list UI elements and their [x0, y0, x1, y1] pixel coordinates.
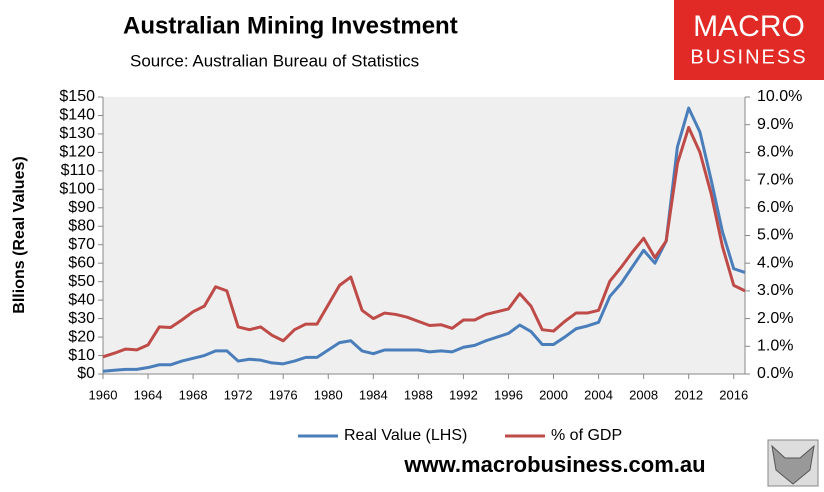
y2-tick-label: 5.0%: [757, 227, 793, 244]
y-tick-label: $60: [68, 254, 95, 271]
y2-tick-label: 9.0%: [757, 116, 793, 133]
x-tick-label: 1968: [179, 387, 208, 402]
x-tick-label: 1972: [224, 387, 253, 402]
x-tick-label: 1996: [494, 387, 523, 402]
y-tick-label: $10: [68, 347, 95, 364]
y-tick-label: $30: [68, 310, 95, 327]
x-tick-label: 2008: [629, 387, 658, 402]
url: www.macrobusiness.com.au: [403, 452, 705, 477]
y2-tick-label: 6.0%: [757, 199, 793, 216]
y2-tick-label: 4.0%: [757, 254, 793, 271]
chart-title: Australian Mining Investment: [123, 12, 458, 39]
y2-tick-label: 3.0%: [757, 282, 793, 299]
plot-area: [103, 97, 745, 374]
series-line: [102, 125, 746, 359]
y2-tick-label: 8.0%: [757, 144, 793, 161]
x-tick-label: 1984: [359, 387, 388, 402]
y2-tick-label: 10.0%: [757, 88, 802, 105]
y-tick-label: $20: [68, 328, 95, 345]
x-tick-label: 2016: [719, 387, 748, 402]
logo-box: [674, 0, 824, 80]
x-tick-label: 1976: [269, 387, 298, 402]
legend-label: Real Value (LHS): [344, 427, 467, 444]
series-line: [102, 106, 746, 373]
y2-tick-label: 0.0%: [757, 365, 793, 382]
x-tick-label: 2000: [539, 387, 568, 402]
logo-text: MACRO: [693, 10, 805, 43]
y-tick-label: $130: [59, 125, 95, 142]
y2-tick-label: 1.0%: [757, 338, 793, 355]
y-tick-label: $120: [59, 144, 95, 161]
y-axis-label: Bllions (Real Values): [11, 156, 28, 313]
y2-tick-label: 7.0%: [757, 171, 793, 188]
y-tick-label: $90: [68, 199, 95, 216]
chart-subtitle: Source: Australian Bureau of Statistics: [130, 51, 419, 70]
x-tick-label: 2012: [674, 387, 703, 402]
x-tick-label: 1988: [404, 387, 433, 402]
y-tick-label: $150: [59, 88, 95, 105]
y-tick-label: $70: [68, 236, 95, 253]
legend-label: % of GDP: [551, 427, 622, 444]
y-tick-label: $100: [59, 181, 95, 198]
y-tick-label: $40: [68, 291, 95, 308]
y2-tick-label: 2.0%: [757, 310, 793, 327]
x-tick-label: 1964: [134, 387, 163, 402]
y-tick-label: $0: [77, 365, 95, 382]
logo-text: BUSINESS: [690, 46, 807, 68]
x-tick-label: 1992: [449, 387, 478, 402]
y-tick-label: $110: [61, 162, 96, 179]
wolf-icon: [767, 439, 819, 487]
x-tick-label: 2004: [584, 387, 613, 402]
x-tick-label: 1980: [314, 387, 343, 402]
y-tick-label: $140: [59, 107, 95, 124]
y-tick-label: $50: [68, 273, 95, 290]
x-tick-label: 1960: [89, 387, 118, 402]
y-tick-label: $80: [68, 217, 95, 234]
